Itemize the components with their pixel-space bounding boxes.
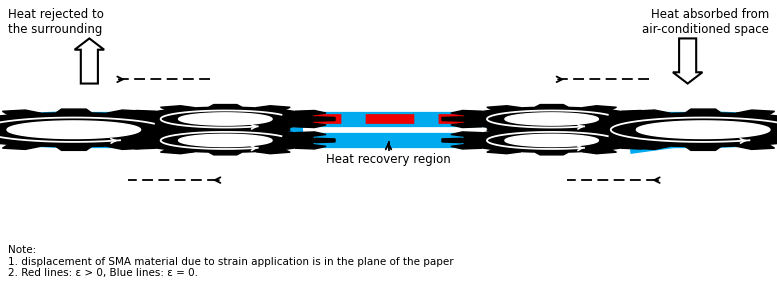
Polygon shape [505,113,598,125]
Polygon shape [209,131,242,133]
Polygon shape [642,138,661,143]
Polygon shape [209,152,242,155]
Polygon shape [442,117,462,121]
Polygon shape [462,107,642,131]
Text: 1. displacement of SMA material due to strain application is in the plane of the: 1. displacement of SMA material due to s… [8,257,454,266]
Polygon shape [451,132,482,136]
Polygon shape [124,111,155,115]
Text: Note:: Note: [8,245,36,255]
Polygon shape [56,147,92,150]
Polygon shape [256,127,290,131]
Polygon shape [582,127,616,131]
Polygon shape [487,106,521,110]
Polygon shape [582,106,616,110]
Polygon shape [584,140,625,146]
Polygon shape [315,138,335,143]
Polygon shape [535,126,568,129]
Polygon shape [135,129,315,152]
Polygon shape [106,144,145,149]
Polygon shape [685,147,721,150]
Polygon shape [622,123,653,127]
Polygon shape [622,132,653,136]
FancyArrow shape [75,38,104,83]
FancyArrow shape [673,38,702,83]
Polygon shape [736,144,775,149]
Polygon shape [295,111,326,115]
Polygon shape [161,128,195,132]
Polygon shape [632,110,671,115]
Polygon shape [535,152,568,155]
Polygon shape [56,109,92,113]
Polygon shape [642,117,661,121]
Polygon shape [442,138,462,143]
Polygon shape [315,117,335,121]
Polygon shape [124,123,155,127]
Polygon shape [161,127,195,131]
Polygon shape [295,132,326,136]
Polygon shape [186,120,223,125]
Polygon shape [582,128,616,132]
Polygon shape [584,114,625,119]
Polygon shape [209,126,242,129]
Text: Heat recovery region: Heat recovery region [326,153,451,166]
Polygon shape [295,144,326,149]
Polygon shape [161,106,195,110]
Polygon shape [546,127,575,132]
Polygon shape [256,128,290,132]
Polygon shape [152,140,193,146]
Polygon shape [535,131,568,133]
Polygon shape [505,134,598,147]
Text: 2. Red lines: ε > 0, Blue lines: ε = 0.: 2. Red lines: ε > 0, Blue lines: ε = 0. [8,268,198,278]
Polygon shape [487,150,521,154]
Polygon shape [256,150,290,154]
Polygon shape [135,107,315,131]
Text: Heat absorbed from
air-conditioned space: Heat absorbed from air-conditioned space [643,8,769,36]
Polygon shape [209,105,242,107]
Polygon shape [295,123,326,127]
Polygon shape [2,110,41,115]
Polygon shape [622,111,653,115]
Polygon shape [124,132,155,136]
Polygon shape [554,120,591,125]
Polygon shape [685,109,721,113]
Polygon shape [636,121,770,138]
Polygon shape [116,138,135,143]
Polygon shape [2,144,41,149]
Polygon shape [179,134,272,147]
Polygon shape [451,111,482,115]
Polygon shape [161,150,195,154]
Polygon shape [256,106,290,110]
Polygon shape [179,113,272,125]
Polygon shape [186,134,223,139]
Polygon shape [0,113,202,147]
Polygon shape [632,144,671,149]
Polygon shape [535,105,568,107]
Polygon shape [451,144,482,149]
Polygon shape [116,117,135,121]
Polygon shape [487,127,521,131]
Polygon shape [582,150,616,154]
Polygon shape [7,121,141,138]
Polygon shape [487,128,521,132]
Polygon shape [554,134,591,139]
Polygon shape [462,129,642,152]
Polygon shape [202,127,231,132]
Text: Heat rejected to
the surrounding: Heat rejected to the surrounding [8,8,103,36]
Polygon shape [451,123,482,127]
Polygon shape [575,113,777,147]
Polygon shape [106,110,145,115]
Polygon shape [622,144,653,149]
Polygon shape [736,110,775,115]
Polygon shape [152,114,193,119]
Polygon shape [124,144,155,149]
